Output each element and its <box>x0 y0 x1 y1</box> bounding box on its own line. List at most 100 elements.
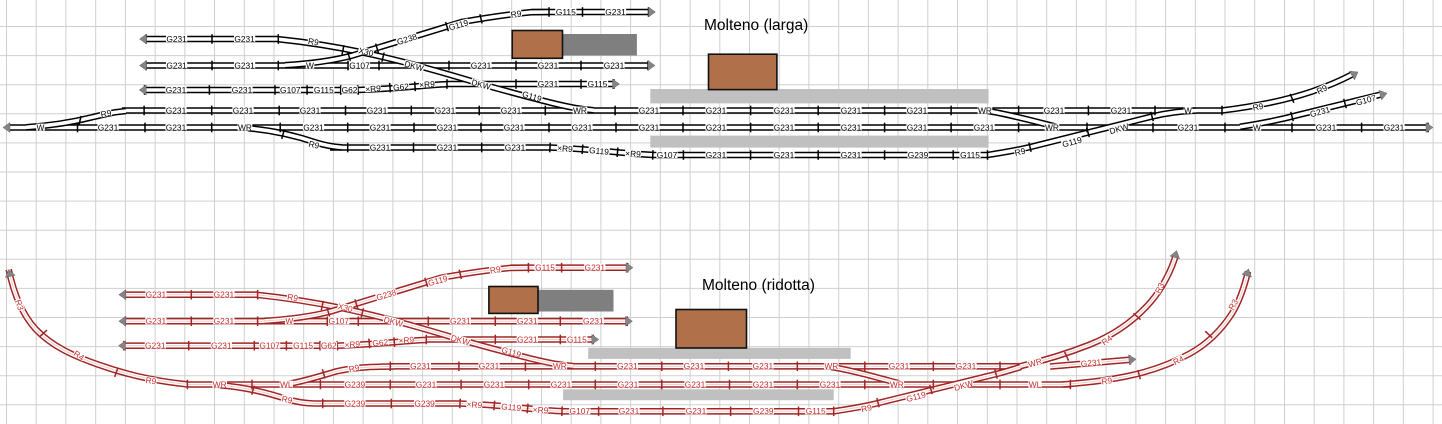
svg-text:G231: G231 <box>538 60 559 70</box>
svg-text:R9: R9 <box>1252 101 1265 113</box>
svg-text:×R9: ×R9 <box>344 339 361 350</box>
svg-text:G231: G231 <box>437 122 458 132</box>
svg-text:G231: G231 <box>841 150 862 160</box>
svg-text:R9: R9 <box>860 402 873 414</box>
svg-text:G231: G231 <box>685 379 706 389</box>
svg-text:G231: G231 <box>484 379 505 389</box>
svg-text:DKW: DKW <box>450 333 472 348</box>
svg-text:G231: G231 <box>1384 122 1405 132</box>
svg-text:G239: G239 <box>345 379 366 389</box>
svg-text:G231: G231 <box>410 361 431 371</box>
svg-text:G231: G231 <box>974 122 995 132</box>
svg-text:R9: R9 <box>348 362 361 374</box>
svg-text:G115: G115 <box>314 85 334 95</box>
svg-text:G231: G231 <box>538 79 559 89</box>
svg-text:G231: G231 <box>435 105 456 115</box>
svg-text:G239: G239 <box>908 150 929 160</box>
svg-text:G231: G231 <box>450 316 471 326</box>
svg-text:R4: R4 <box>1171 353 1185 367</box>
svg-text:G231: G231 <box>619 406 640 416</box>
svg-text:G231: G231 <box>501 105 522 115</box>
svg-text:G231: G231 <box>145 341 166 351</box>
svg-text:R3: R3 <box>13 298 26 312</box>
svg-text:G231: G231 <box>841 105 862 115</box>
svg-text:G231: G231 <box>234 60 255 70</box>
svg-text:×R9: ×R9 <box>466 399 483 410</box>
svg-text:G231: G231 <box>166 60 187 70</box>
svg-text:G231: G231 <box>753 361 774 371</box>
svg-text:G62: G62 <box>372 337 389 348</box>
svg-text:G62: G62 <box>321 341 337 351</box>
svg-text:G231: G231 <box>639 105 660 115</box>
svg-text:G231: G231 <box>774 105 795 115</box>
svg-text:G107: G107 <box>280 85 301 95</box>
svg-text:G231: G231 <box>551 379 572 389</box>
svg-text:G231: G231 <box>706 122 727 132</box>
svg-text:×R9: ×R9 <box>557 143 574 154</box>
svg-text:G231: G231 <box>841 122 862 132</box>
svg-text:G231: G231 <box>572 122 593 132</box>
svg-text:R9: R9 <box>307 36 320 48</box>
svg-text:Molteno (larga): Molteno (larga) <box>704 17 808 34</box>
svg-text:G115: G115 <box>960 150 980 160</box>
svg-text:G231: G231 <box>479 361 500 371</box>
svg-text:W: W <box>306 60 314 70</box>
svg-text:G231: G231 <box>211 341 232 351</box>
svg-text:G231: G231 <box>617 361 638 371</box>
svg-text:R9: R9 <box>510 8 522 19</box>
svg-text:DKW: DKW <box>470 77 492 92</box>
svg-text:X30: X30 <box>358 45 375 58</box>
svg-text:G231: G231 <box>753 379 774 389</box>
svg-text:G231: G231 <box>146 290 167 300</box>
svg-text:R9: R9 <box>287 292 300 304</box>
svg-text:G231: G231 <box>234 34 255 44</box>
svg-text:G231: G231 <box>956 361 977 371</box>
svg-text:G107: G107 <box>349 60 370 70</box>
svg-text:G231: G231 <box>605 7 626 17</box>
svg-text:G231: G231 <box>416 379 437 389</box>
svg-text:G231: G231 <box>303 122 324 132</box>
svg-text:R9: R9 <box>1014 146 1027 158</box>
svg-text:G62: G62 <box>342 85 358 95</box>
svg-text:×R9: ×R9 <box>365 83 382 94</box>
svg-text:G231: G231 <box>1178 122 1199 132</box>
svg-text:G239: G239 <box>414 398 435 408</box>
svg-text:G115: G115 <box>588 79 608 89</box>
svg-text:G239: G239 <box>345 398 366 408</box>
svg-text:X30: X30 <box>337 301 354 314</box>
svg-text:W: W <box>37 122 45 132</box>
svg-text:W: W <box>1184 105 1192 115</box>
svg-text:G115: G115 <box>556 7 576 17</box>
svg-text:R9: R9 <box>281 393 294 405</box>
svg-text:R9: R9 <box>489 264 501 275</box>
svg-text:G107: G107 <box>657 150 678 160</box>
svg-text:G231: G231 <box>166 85 187 95</box>
svg-text:G115: G115 <box>293 341 313 351</box>
svg-text:G231: G231 <box>1044 105 1065 115</box>
svg-text:G231: G231 <box>214 316 235 326</box>
svg-text:G231: G231 <box>583 316 604 326</box>
svg-text:G231: G231 <box>907 122 928 132</box>
svg-text:G231: G231 <box>585 263 606 273</box>
svg-text:G115: G115 <box>567 334 587 344</box>
svg-text:R3: R3 <box>1153 281 1167 295</box>
svg-text:G231: G231 <box>166 105 187 115</box>
svg-text:×R9: ×R9 <box>532 404 548 415</box>
svg-text:G231: G231 <box>1316 122 1337 132</box>
svg-text:G231: G231 <box>1111 105 1132 115</box>
svg-text:W: W <box>285 316 293 326</box>
svg-text:G231: G231 <box>517 316 538 326</box>
svg-text:DKW: DKW <box>383 314 405 329</box>
svg-text:G231: G231 <box>504 122 525 132</box>
svg-text:G231: G231 <box>706 105 727 115</box>
svg-text:G231: G231 <box>505 142 526 152</box>
svg-text:G107: G107 <box>570 406 591 416</box>
svg-text:R9: R9 <box>100 107 113 119</box>
svg-text:G231: G231 <box>471 60 492 70</box>
svg-text:G231: G231 <box>517 334 538 344</box>
svg-text:×R9: ×R9 <box>625 148 641 159</box>
svg-text:G107: G107 <box>329 316 350 326</box>
svg-text:WR: WR <box>553 361 567 371</box>
svg-text:R9: R9 <box>308 139 321 151</box>
svg-text:G231: G231 <box>820 379 841 389</box>
